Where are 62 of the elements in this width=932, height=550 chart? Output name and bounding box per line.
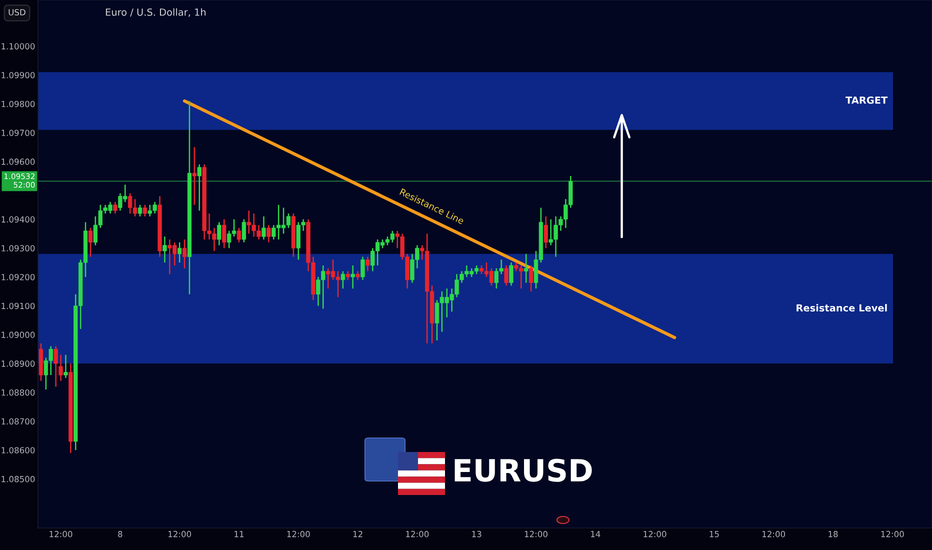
candlestick bbox=[138, 204, 142, 218]
candlestick bbox=[340, 270, 346, 290]
y-tick-label: 1.08700 bbox=[2, 418, 35, 425]
y-tick-label: 1.09300 bbox=[2, 245, 35, 252]
band-label: Resistance Level bbox=[796, 304, 887, 312]
x-tick-label: 18 bbox=[828, 530, 838, 538]
candlestick bbox=[142, 204, 148, 218]
y-tick-label: 1.08800 bbox=[2, 389, 35, 396]
candlestick bbox=[360, 256, 365, 280]
x-tick-label: 14 bbox=[591, 531, 600, 538]
x-tick-label: 12:00 bbox=[762, 530, 786, 538]
x-tick-label: 12:00 bbox=[524, 530, 548, 538]
x-tick-label: 8 bbox=[118, 530, 122, 538]
candlestick bbox=[242, 218, 246, 243]
band-label: TARGET bbox=[846, 96, 888, 104]
candlestick bbox=[509, 262, 514, 286]
y-tick-label: 1.09400 bbox=[2, 216, 35, 223]
annotation: EURUSD bbox=[454, 458, 592, 482]
candlestick bbox=[182, 238, 187, 269]
y-tick-label: 1.09700 bbox=[2, 130, 35, 136]
candlestick bbox=[177, 242, 182, 264]
x-tick-label: 12:00 bbox=[644, 530, 666, 538]
y-tick-label: 1.10000 bbox=[2, 43, 35, 50]
x-tick-label: 12:00 bbox=[287, 530, 310, 538]
candlestick bbox=[58, 354, 63, 382]
y-tick-label: 1.08900 bbox=[2, 360, 35, 367]
x-tick-label: 11 bbox=[234, 531, 244, 538]
y-tick-label: 1.09200 bbox=[2, 274, 35, 280]
x-tick-label: 12:00 bbox=[168, 530, 192, 538]
candlestick bbox=[54, 346, 58, 388]
y-tick-label: 1.08500 bbox=[2, 476, 35, 482]
y-tick-label: 1.09600 bbox=[2, 158, 35, 165]
candlestick bbox=[266, 224, 271, 243]
candlestick bbox=[236, 227, 242, 243]
x-tick-label: 15 bbox=[710, 531, 719, 538]
candlestick bbox=[350, 264, 355, 290]
candlestick bbox=[88, 227, 93, 258]
candlestick bbox=[113, 201, 118, 214]
x-tick-label: 13 bbox=[472, 530, 482, 538]
candlestick bbox=[504, 264, 508, 286]
x-tick-label: 12:00 bbox=[881, 530, 904, 538]
candlestick bbox=[197, 164, 202, 212]
y-tick-label: 1.09000 bbox=[2, 332, 35, 338]
candlestick bbox=[217, 222, 222, 246]
x-tick-label: 12:00 bbox=[50, 530, 72, 538]
y-tick-label: 1.08600 bbox=[2, 447, 35, 454]
candlestick bbox=[262, 216, 266, 240]
candlestick bbox=[192, 146, 197, 206]
x-tick-label: 12 bbox=[353, 530, 362, 538]
candlestick bbox=[544, 216, 548, 249]
y-tick-label: 1.09100 bbox=[2, 302, 35, 310]
candlestick bbox=[366, 256, 370, 272]
candlestick bbox=[222, 218, 226, 249]
text: USD bbox=[8, 9, 26, 16]
y-tick-label: 1.09900 bbox=[2, 72, 35, 78]
y-tick-label: 1.09800 bbox=[2, 100, 35, 108]
candlestick bbox=[64, 354, 68, 379]
candlestick bbox=[162, 236, 167, 264]
candlestick bbox=[528, 264, 534, 292]
text: Euro / U.S. Dollar, 1h bbox=[106, 8, 206, 17]
candlestick bbox=[524, 253, 528, 284]
x-tick-label: 12:00 bbox=[406, 530, 429, 538]
